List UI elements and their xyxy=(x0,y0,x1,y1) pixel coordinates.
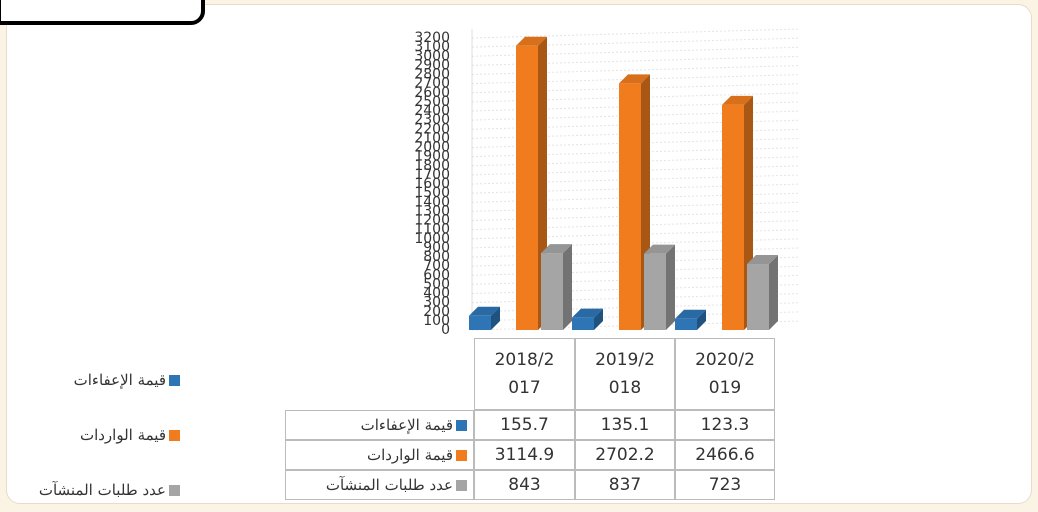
legend-item: قيمة الواردات xyxy=(30,423,180,447)
y-tick-label: 1100 xyxy=(414,222,450,238)
y-tick-label: 0 xyxy=(441,322,450,338)
legend-swatch xyxy=(456,419,467,431)
y-tick-label: 1000 xyxy=(414,231,450,247)
legend-label: قيمة الإعفاءات xyxy=(73,371,166,389)
bar-side xyxy=(769,255,778,330)
y-tick-label: 1300 xyxy=(414,203,450,219)
bar-side xyxy=(594,308,603,330)
row-label-text: قيمة الإعفاءات xyxy=(360,416,453,434)
bar-top xyxy=(516,36,547,46)
bar-side xyxy=(697,309,706,330)
y-tick-label: 100 xyxy=(423,313,450,329)
y-tick-label: 1800 xyxy=(414,158,450,174)
grid-line xyxy=(471,28,801,39)
legend-swatch xyxy=(456,449,467,461)
y-tick-label: 2300 xyxy=(414,112,450,128)
row-label: قيمة الإعفاءات xyxy=(285,410,474,440)
y-tick-label: 1400 xyxy=(414,194,450,210)
grid-line xyxy=(471,46,801,57)
bar-top xyxy=(722,95,753,105)
legend-swatch xyxy=(169,484,180,496)
bar-top xyxy=(747,255,778,265)
bar xyxy=(541,253,563,330)
bar-side xyxy=(491,306,500,330)
bar xyxy=(722,104,744,330)
y-tick-label: 2600 xyxy=(414,85,450,101)
y-tick-label: 2000 xyxy=(414,140,450,156)
table-value: 3114.9 xyxy=(474,440,575,470)
y-tick-label: 500 xyxy=(423,276,450,292)
table-value: 135.1 xyxy=(575,410,675,440)
y-tick-label: 3100 xyxy=(414,39,450,55)
row-label-text: عدد طلبات المنشآت xyxy=(325,476,453,494)
bar xyxy=(572,317,594,330)
y-tick-label: 1900 xyxy=(414,149,450,165)
bar xyxy=(619,83,641,330)
table-value: 837 xyxy=(575,470,675,500)
grid-line xyxy=(471,55,801,66)
grid-line xyxy=(471,65,801,75)
y-tick-label: 1700 xyxy=(414,167,450,183)
table-value: 2466.6 xyxy=(675,440,775,470)
bar xyxy=(469,315,491,330)
bar-top xyxy=(675,309,706,319)
y-tick-label: 2900 xyxy=(414,57,450,73)
y-tick-label: 1600 xyxy=(414,176,450,192)
tab xyxy=(0,0,205,25)
legend-label: قيمة الواردات xyxy=(79,426,166,444)
table-value: 723 xyxy=(675,470,775,500)
row-label: قيمة الواردات xyxy=(285,440,474,470)
bar xyxy=(747,264,769,330)
legend-swatch xyxy=(169,429,180,441)
bar xyxy=(516,45,538,330)
y-tick-label: 1200 xyxy=(414,213,450,229)
column-header: 2018/2017 xyxy=(474,338,575,410)
y-tick-label: 2800 xyxy=(414,67,450,83)
table-value: 123.3 xyxy=(675,410,775,440)
column-header: 2019/2018 xyxy=(575,338,675,410)
table-value: 2702.2 xyxy=(575,440,675,470)
y-tick-label: 3000 xyxy=(414,48,450,64)
row-label: عدد طلبات المنشآت xyxy=(285,470,474,500)
legend-label: عدد طلبات المنشآت xyxy=(38,481,166,499)
bar-top xyxy=(572,308,603,318)
bar-top xyxy=(469,306,500,316)
bar-top xyxy=(644,244,675,254)
y-tick-label: 200 xyxy=(423,304,450,320)
bar xyxy=(675,318,697,330)
y-tick-label: 800 xyxy=(423,249,450,265)
bar-side xyxy=(666,244,675,330)
y-tick-label: 2400 xyxy=(414,103,450,119)
y-tick-label: 400 xyxy=(423,286,450,302)
bar-top xyxy=(619,74,650,84)
y-tick-label: 3200 xyxy=(414,30,450,46)
y-tick-label: 300 xyxy=(423,295,450,311)
grid-line xyxy=(471,37,801,48)
bar xyxy=(644,253,666,330)
bar-top xyxy=(541,244,572,254)
column-header: 2020/2019 xyxy=(675,338,775,410)
y-tick-label: 2700 xyxy=(414,76,450,92)
legend-swatch xyxy=(169,374,180,386)
y-tick-label: 900 xyxy=(423,240,450,256)
y-tick-label: 2500 xyxy=(414,94,450,110)
y-tick-label: 2100 xyxy=(414,130,450,146)
y-tick-label: 700 xyxy=(423,258,450,274)
y-tick-label: 2200 xyxy=(414,121,450,137)
table-value: 155.7 xyxy=(474,410,575,440)
legend-item: قيمة الإعفاءات xyxy=(30,368,180,392)
y-tick-label: 600 xyxy=(423,267,450,283)
y-tick-label: 1500 xyxy=(414,185,450,201)
legend-item: عدد طلبات المنشآت xyxy=(30,478,180,502)
table-value: 843 xyxy=(474,470,575,500)
bar-side xyxy=(563,244,572,330)
legend-swatch xyxy=(456,479,467,491)
row-label-text: قيمة الواردات xyxy=(366,446,453,464)
